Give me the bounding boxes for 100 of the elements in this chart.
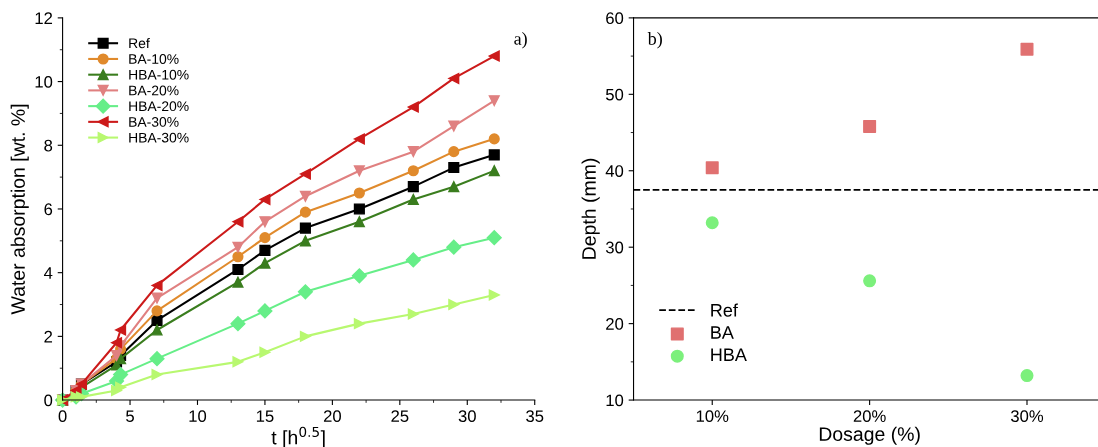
point	[299, 330, 311, 342]
point	[488, 149, 500, 161]
point	[299, 235, 311, 247]
point	[232, 263, 244, 276]
legend-label: HBA-10%	[129, 69, 189, 80]
point	[863, 274, 877, 288]
y-tick-label: 60	[606, 12, 624, 25]
point	[259, 216, 271, 228]
point	[353, 133, 365, 145]
point	[353, 216, 365, 228]
point	[448, 181, 460, 193]
point	[151, 369, 163, 381]
point	[299, 168, 311, 180]
legend-label: HBA-30%	[129, 132, 189, 143]
legend-label: BA-20%	[129, 85, 179, 96]
y-tick-label: 12	[35, 12, 53, 24]
point	[259, 346, 271, 358]
x-tick-label: 30	[458, 410, 476, 423]
point	[299, 222, 311, 234]
x-tick-label: 30%	[1010, 410, 1044, 423]
point	[407, 101, 419, 113]
point	[407, 181, 419, 193]
legend-label: HBA	[711, 348, 747, 361]
x-tick-label: 20%	[853, 410, 886, 423]
point	[488, 165, 500, 177]
point	[151, 292, 163, 304]
point	[353, 187, 365, 199]
point	[1020, 42, 1034, 56]
legend-label: BA-10%	[129, 54, 179, 64]
x-tick-label: 25	[391, 410, 409, 423]
point	[232, 276, 244, 288]
y-tick-label: 20	[606, 318, 624, 330]
point	[407, 165, 419, 177]
point	[259, 244, 271, 256]
point	[407, 308, 419, 320]
y-tick-label: 50	[605, 88, 624, 101]
point	[1020, 369, 1034, 383]
point	[705, 161, 719, 175]
legend-label: HBA-20%	[129, 101, 189, 112]
point	[405, 252, 421, 268]
point	[232, 251, 244, 263]
annotation: b)	[647, 32, 662, 49]
point	[488, 289, 500, 301]
point	[448, 120, 460, 132]
x-tick-label: 10	[189, 410, 207, 423]
point	[115, 324, 127, 336]
y-tick-label: 4	[43, 267, 53, 279]
point	[232, 241, 244, 253]
point	[297, 284, 313, 300]
point	[257, 303, 273, 319]
legend-label: Ref	[129, 38, 150, 49]
point	[863, 119, 877, 133]
x-tick-label: 5	[126, 410, 134, 423]
point	[488, 95, 500, 107]
point	[351, 268, 367, 284]
x-tick-label: 20	[323, 410, 341, 423]
x-tick-label: 15	[256, 410, 274, 423]
point	[448, 146, 460, 158]
point	[151, 279, 163, 291]
point	[448, 162, 460, 174]
point	[705, 216, 719, 230]
x-axis-title: Dosage (%)	[819, 426, 920, 445]
y-tick-label: 40	[605, 165, 624, 177]
y-tick-label: 0	[44, 394, 53, 407]
y-tick-label: 8	[44, 139, 53, 152]
point	[353, 318, 365, 330]
annotation: a)	[514, 32, 527, 49]
point	[149, 351, 165, 367]
point	[407, 146, 419, 158]
legend-label: BA	[711, 326, 734, 339]
point	[299, 190, 311, 202]
point	[448, 298, 460, 311]
point	[488, 133, 500, 145]
y-tick-label: 10	[35, 75, 53, 88]
point	[446, 239, 462, 255]
point	[353, 203, 365, 215]
point	[353, 165, 365, 177]
point	[448, 72, 460, 84]
y-tick-label: 6	[44, 203, 53, 216]
point	[232, 216, 244, 228]
x-tick-label: 35	[526, 410, 544, 423]
y-axis-title: Depth (mm)	[581, 158, 600, 259]
point	[232, 356, 244, 368]
legend-label: Ref	[711, 303, 738, 317]
point	[488, 50, 500, 62]
point	[486, 230, 502, 246]
point	[230, 316, 246, 332]
point	[259, 193, 271, 205]
y-tick-label: 30	[605, 241, 624, 254]
point	[151, 305, 163, 317]
point	[259, 232, 271, 244]
legend-label: BA-30%	[129, 117, 179, 127]
point	[259, 257, 271, 269]
y-axis-title: Water absorption [wt. %]	[10, 104, 29, 315]
y-tick-label: 2	[44, 330, 53, 343]
point	[299, 206, 311, 218]
point	[110, 337, 123, 349]
point	[407, 193, 419, 205]
point	[151, 314, 163, 326]
x-tick-label: 0	[58, 410, 67, 423]
